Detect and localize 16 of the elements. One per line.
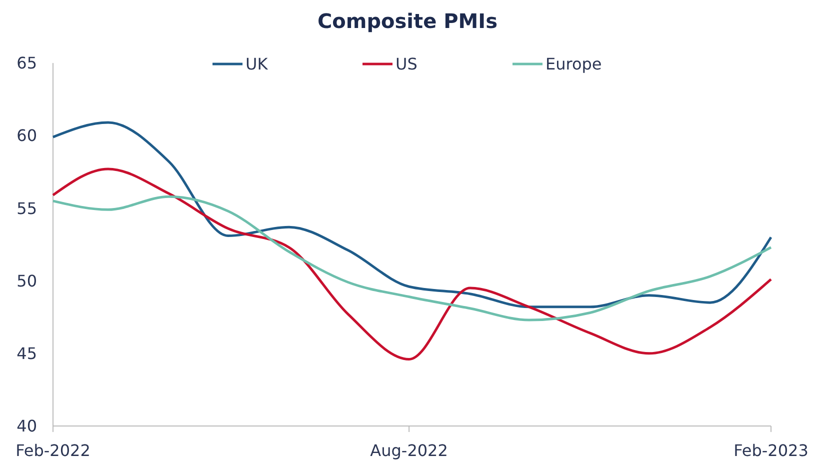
y-tick-label: 60	[16, 126, 37, 146]
legend-label: UK	[246, 54, 268, 74]
y-tick-label: 55	[16, 198, 37, 218]
x-tick-label: Feb-2023	[734, 441, 808, 460]
line-series	[52, 168, 772, 360]
line-series	[52, 121, 772, 308]
x-tick-label: Aug-2022	[370, 441, 448, 460]
x-tick-label: Feb-2022	[16, 441, 90, 460]
y-tick-label: 65	[16, 54, 37, 73]
legend-label: Europe	[546, 54, 602, 74]
legend-label: US	[396, 54, 418, 74]
chart-title: Composite PMIs	[317, 9, 498, 33]
y-tick-label: 45	[16, 344, 37, 363]
line-series	[52, 195, 772, 322]
y-tick-label: 40	[16, 416, 37, 436]
y-tick-label: 50	[16, 271, 37, 290]
